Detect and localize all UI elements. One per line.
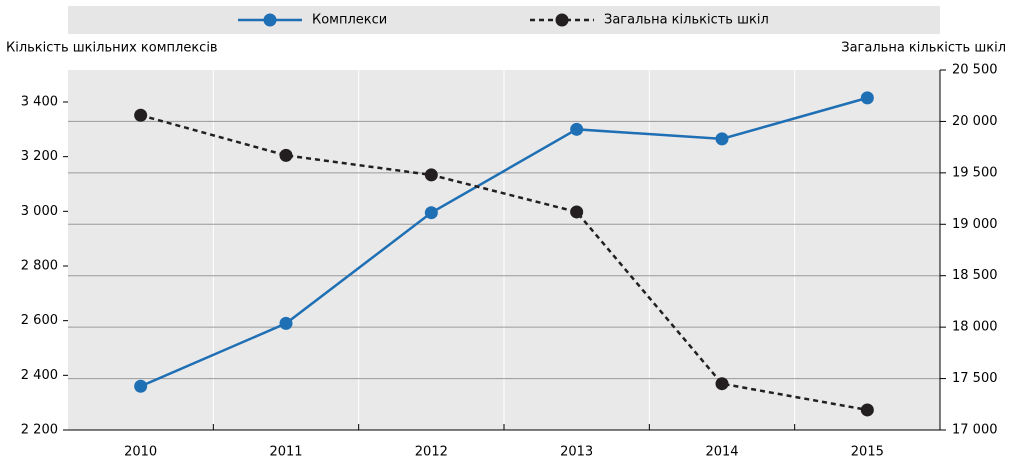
- legend-band: [68, 6, 940, 34]
- point: [424, 168, 438, 182]
- legend-label: Загальна кількість шкіл: [604, 13, 769, 28]
- y-tick-label: 3 200: [21, 149, 58, 164]
- x-tick-label: 2010: [124, 445, 157, 460]
- point: [570, 122, 584, 136]
- point: [860, 403, 874, 417]
- x-tick-label: 2015: [851, 445, 884, 460]
- point: [424, 206, 438, 220]
- y2-tick-label: 18 000: [952, 320, 998, 335]
- x-tick-label: 2012: [415, 445, 448, 460]
- point: [134, 379, 148, 393]
- x-tick-label: 2014: [705, 445, 738, 460]
- point: [715, 132, 729, 146]
- y2-tick-label: 20 500: [952, 63, 998, 78]
- point: [570, 205, 584, 219]
- y2-tick-label: 17 000: [952, 423, 998, 438]
- legend-marker: [263, 13, 277, 27]
- y-tick-label: 2 800: [21, 258, 58, 273]
- y2-tick-label: 17 500: [952, 371, 998, 386]
- y-tick-label: 3 000: [21, 204, 58, 219]
- y2-tick-label: 18 500: [952, 268, 998, 283]
- point: [279, 148, 293, 162]
- y2-tick-label: 20 000: [952, 114, 998, 129]
- y-tick-label: 3 400: [21, 94, 58, 109]
- point: [715, 377, 729, 391]
- x-tick-label: 2011: [269, 445, 302, 460]
- x-tick-label: 2013: [560, 445, 593, 460]
- point: [134, 108, 148, 122]
- y2-tick-label: 19 000: [952, 217, 998, 232]
- point: [860, 91, 874, 105]
- series-line: [140, 96, 868, 388]
- y-tick-label: 2 600: [21, 313, 58, 328]
- right-axis-label: Загальна кількість шкіл: [841, 41, 1006, 56]
- point: [279, 316, 293, 330]
- y2-tick-label: 19 500: [952, 165, 998, 180]
- left-axis-label: Кількість шкільних комплексів: [6, 41, 218, 56]
- legend-label: Комплекси: [312, 13, 387, 28]
- legend-marker: [555, 13, 569, 27]
- series-line: [140, 114, 868, 412]
- y-tick-label: 2 200: [21, 423, 58, 438]
- y-tick-label: 2 400: [21, 368, 58, 383]
